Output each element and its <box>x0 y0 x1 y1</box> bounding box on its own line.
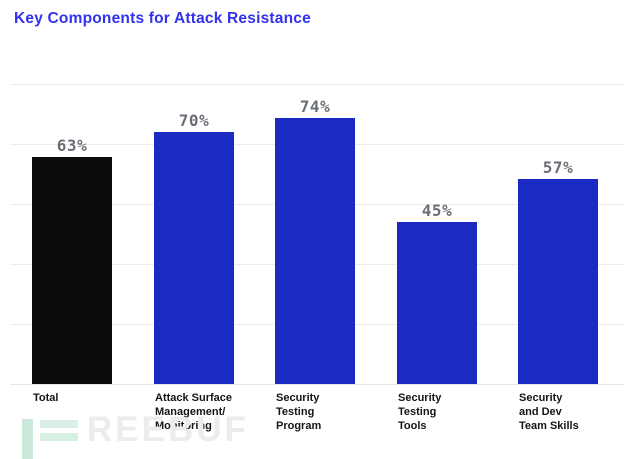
category-label: Total <box>33 392 59 404</box>
bar-chart: 63% Total 70% Attack Surface Management/Moni… <box>10 84 625 432</box>
chart-title: Key Components for Attack Resistance <box>14 10 311 27</box>
category-label: Security Testing Tools <box>398 392 442 432</box>
bar-value-label: 57% <box>542 158 574 177</box>
freebuf-equals-icon <box>40 420 78 441</box>
chart-bar-total <box>32 157 112 384</box>
bar-value-label: 45% <box>421 201 453 220</box>
bar-value-label: 63% <box>56 136 88 155</box>
freebuf-equals-top-bar <box>40 420 78 428</box>
category-label: Security Testing Program <box>276 392 322 432</box>
chart-bar-security <box>275 118 355 384</box>
category-label: Security and Dev Team Skills <box>519 392 579 432</box>
category-label: Attack Surface Management/Monitoring <box>155 392 233 432</box>
chart-bar-attack <box>154 132 234 384</box>
freebuf-logo-icon <box>22 419 33 459</box>
chart-bar-security <box>518 179 598 384</box>
freebuf-watermark: REEBUF <box>22 412 249 459</box>
gridline <box>10 84 625 85</box>
bar-value-label: 70% <box>178 111 210 130</box>
x-axis-baseline <box>10 384 625 385</box>
freebuf-equals-bottom-bar <box>40 433 78 441</box>
bar-value-label: 74% <box>299 97 331 116</box>
freebuf-logo-text: REEBUF <box>87 410 249 449</box>
chart-bar-security <box>397 222 477 384</box>
